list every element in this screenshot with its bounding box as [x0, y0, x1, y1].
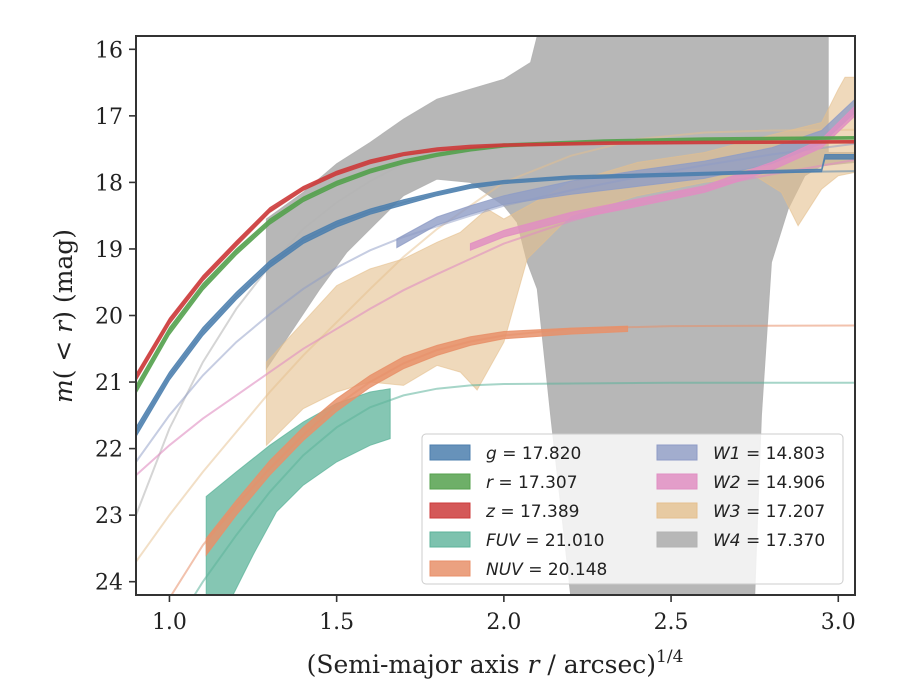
- legend-label-z: z = 17.389: [485, 502, 579, 522]
- x-tick-label: 1.0: [152, 610, 187, 635]
- x-axis-label: (Semi-major axis r / arcsec)1/4: [307, 647, 684, 679]
- legend-band-name-w4: W4: [713, 531, 741, 551]
- legend-label-g: g = 17.820: [486, 444, 581, 464]
- y-axis-label-open: (: [49, 370, 78, 380]
- legend-swatch-g: [429, 444, 471, 461]
- legend-total-g: = 17.820: [497, 444, 582, 464]
- legend-band-name-r: r: [486, 473, 494, 493]
- y-tick-label: 18: [95, 171, 123, 196]
- legend-band-name-w1: W1: [713, 444, 741, 464]
- series-fuv-band: [205, 388, 391, 595]
- legend-label-nuv: NUV = 20.148: [486, 560, 607, 580]
- series-g-band: [136, 154, 855, 438]
- series-w1-band: [396, 98, 855, 249]
- legend-band-name-g: g: [486, 444, 497, 464]
- legend-band-name-w2: W2: [713, 473, 741, 493]
- legend-swatch-w2: [656, 473, 698, 490]
- legend-total-r: = 17.307: [493, 473, 578, 493]
- legend-band-name-w3: W3: [713, 502, 741, 522]
- x-axis-label-exponent: 1/4: [656, 647, 683, 667]
- x-axis-label-prefix: (Semi-major axis: [307, 650, 528, 679]
- legend-total-nuv: = 20.148: [523, 560, 608, 580]
- legend-swatch-nuv: [429, 560, 471, 577]
- x-axis: 1.0 1.5 2.0 2.5 3.0: [152, 595, 856, 635]
- legend-label-w4: W4 = 17.370: [713, 531, 825, 551]
- x-tick-label: 2.5: [654, 610, 689, 635]
- y-tick-label: 23: [95, 504, 123, 529]
- y-axis-label: m( < r) (mag): [49, 229, 78, 403]
- legend-total-w2: = 14.906: [741, 473, 826, 493]
- legend-band-name-fuv: FUV: [486, 531, 521, 551]
- y-axis-label-m: m: [49, 379, 78, 403]
- y-axis: 16 17 18 19 20 21 22 23 24: [95, 38, 136, 596]
- legend-total-w4: = 17.370: [741, 531, 826, 551]
- y-axis-label-close: ) (mag): [49, 229, 78, 321]
- legend-band-name-nuv: NUV: [486, 560, 524, 580]
- legend-label-w1: W1 = 14.803: [713, 444, 825, 464]
- x-tick-label: 2.0: [486, 610, 521, 635]
- x-axis-label-suffix: / arcsec): [539, 650, 656, 679]
- y-axis-label-r: r: [49, 319, 78, 333]
- y-tick-label: 22: [95, 438, 123, 463]
- series-r-band: [136, 135, 855, 395]
- legend-box: [421, 433, 844, 585]
- legend-swatch-r: [429, 473, 471, 490]
- y-tick-label: 21: [95, 371, 123, 396]
- legend-total-z: = 17.389: [495, 502, 580, 522]
- legend-swatch-w3: [656, 502, 698, 519]
- legend-swatch-fuv: [429, 531, 471, 548]
- series-z-band: [136, 139, 855, 382]
- legend-total-w3: = 17.207: [741, 502, 826, 522]
- legend-label-r: r = 17.307: [486, 473, 578, 493]
- y-axis-label-lt: <: [49, 333, 78, 370]
- series-w2-band: [469, 105, 855, 252]
- y-tick-label: 19: [95, 238, 123, 263]
- legend-swatch-z: [429, 502, 471, 519]
- legend-total-w1: = 14.803: [741, 444, 826, 464]
- series-w3-model-line: [136, 128, 855, 563]
- legend-label-fuv: FUV = 21.010: [486, 531, 604, 551]
- y-tick-label: 17: [95, 105, 123, 130]
- legend-total-fuv: = 21.010: [520, 531, 605, 551]
- legend-swatch-w4: [656, 531, 698, 548]
- x-tick-label: 1.5: [319, 610, 354, 635]
- legend-label-w2: W2 = 14.906: [713, 473, 825, 493]
- series-nuv-band: [205, 325, 629, 557]
- legend-swatch-w1: [656, 444, 698, 461]
- y-tick-label: 20: [95, 305, 123, 330]
- x-axis-label-var: r: [528, 650, 542, 679]
- x-tick-label: 3.0: [821, 610, 856, 635]
- legend-label-w3: W3 = 17.207: [713, 502, 825, 522]
- y-tick-label: 24: [95, 571, 123, 596]
- legend-band-name-z: z: [485, 502, 496, 522]
- y-tick-label: 16: [95, 38, 123, 63]
